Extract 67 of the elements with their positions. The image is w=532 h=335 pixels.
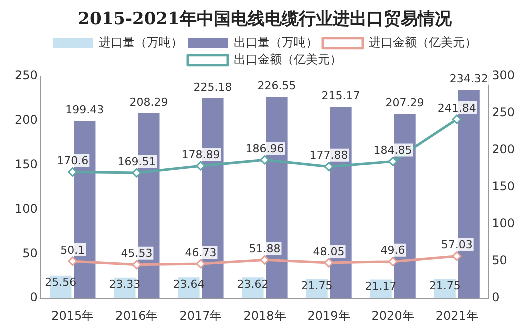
- data-label: 170.6: [57, 154, 89, 168]
- data-label: 186.96: [246, 142, 284, 156]
- point: [132, 168, 142, 178]
- data-label: 225.18: [194, 80, 232, 94]
- x-tick-label: 2021年: [436, 308, 478, 323]
- data-label: 177.88: [310, 149, 348, 162]
- y2-tick-label: 200: [492, 142, 515, 157]
- data-label: 215.17: [322, 90, 360, 103]
- data-label: 241.84: [438, 102, 476, 115]
- y2-tick-label: 50: [492, 254, 508, 268]
- data-label: 23.64: [173, 278, 205, 291]
- point: [260, 255, 270, 265]
- point: [324, 258, 334, 268]
- point: [388, 156, 398, 166]
- y2-tick-label: 100: [492, 216, 515, 231]
- data-label: 48.05: [313, 245, 345, 258]
- legend-label: 出口量（万吨）: [234, 36, 318, 50]
- data-label: 199.43: [66, 104, 104, 117]
- x-tick-label: 2020年: [372, 308, 414, 323]
- y-tick-label: 150: [15, 157, 38, 172]
- data-label: 226.55: [258, 80, 296, 93]
- data-label: 21.75: [301, 280, 333, 293]
- data-label: 21.75: [429, 280, 461, 293]
- data-label: 23.62: [237, 278, 269, 291]
- point: [324, 162, 334, 172]
- point: [68, 256, 78, 266]
- point: [260, 155, 270, 165]
- point: [68, 167, 78, 177]
- y2-tick-label: 150: [492, 180, 515, 194]
- point: [388, 257, 398, 267]
- y-tick-label: 50: [22, 246, 38, 260]
- y-tick-label: 100: [15, 202, 38, 216]
- data-label: 51.88: [249, 242, 281, 256]
- data-label: 21.17: [365, 280, 397, 294]
- x-tick-label: 2017年: [180, 308, 222, 323]
- data-label: 25.56: [45, 276, 77, 290]
- data-label: 178.89: [182, 148, 220, 162]
- point: [452, 114, 462, 124]
- legend-label: 进口量（万吨）: [99, 36, 183, 50]
- x-tick-label: 2016年: [116, 308, 158, 323]
- data-label: 50.1: [60, 244, 86, 257]
- chart-title: 2015-2021年中国电线电缆行业进出口贸易情况: [78, 10, 453, 30]
- point: [132, 260, 142, 270]
- point: [196, 259, 206, 269]
- y2-tick-label: 250: [492, 106, 515, 120]
- y2-tick-label: 300: [492, 68, 515, 83]
- data-label: 234.32: [450, 72, 488, 86]
- x-tick-label: 2018年: [244, 308, 286, 323]
- point: [196, 161, 206, 171]
- point: [452, 252, 462, 262]
- data-label: 23.33: [109, 278, 141, 292]
- data-label: 184.85: [374, 144, 412, 158]
- y2-tick-label: 0: [492, 290, 500, 305]
- legend-label: 出口金额（亿美元）: [234, 52, 342, 67]
- legend-label: 进口金额（亿美元）: [369, 36, 477, 50]
- y-tick-label: 250: [15, 68, 38, 83]
- data-label: 46.73: [185, 246, 217, 260]
- data-label: 207.29: [386, 96, 424, 110]
- y-tick-label: 0: [30, 290, 38, 305]
- data-label: 169.51: [118, 155, 156, 168]
- data-label: 45.53: [121, 247, 153, 260]
- y-tick-label: 200: [15, 112, 38, 127]
- data-label: 208.29: [130, 96, 168, 109]
- x-tick-label: 2015年: [52, 308, 94, 323]
- data-label: 57.03: [441, 238, 473, 252]
- x-tick-label: 2019年: [308, 308, 350, 323]
- data-label: 49.6: [380, 244, 406, 258]
